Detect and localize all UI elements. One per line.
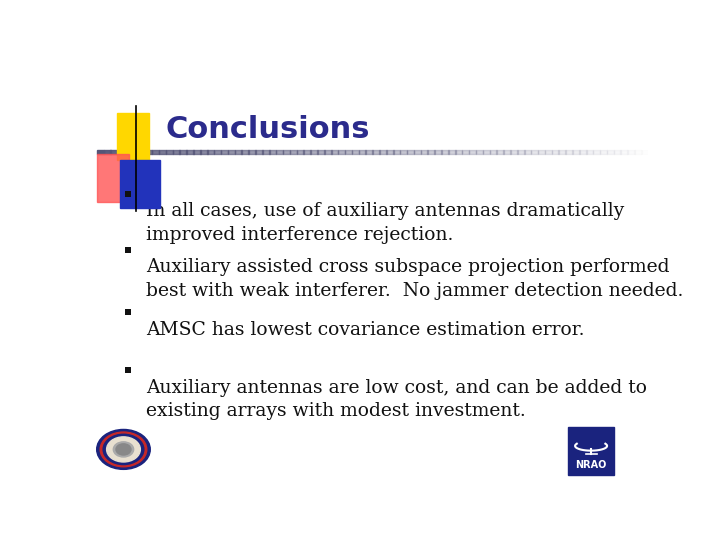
Bar xyxy=(117,113,149,160)
Circle shape xyxy=(113,442,134,457)
Text: Auxiliary antennas are low cost, and can be added to
existing arrays with modest: Auxiliary antennas are low cost, and can… xyxy=(145,379,647,420)
Bar xyxy=(621,151,628,154)
Bar xyxy=(400,151,408,154)
Bar xyxy=(104,151,111,154)
Bar xyxy=(496,151,504,154)
Bar xyxy=(448,151,456,154)
Bar xyxy=(297,151,304,154)
Bar xyxy=(248,151,256,154)
Circle shape xyxy=(103,434,144,464)
Bar xyxy=(372,151,379,154)
Bar xyxy=(303,151,311,154)
Bar xyxy=(634,151,642,154)
Bar xyxy=(110,151,118,154)
Bar xyxy=(517,151,524,154)
Bar xyxy=(510,151,518,154)
Bar xyxy=(318,151,325,154)
Text: AMSC has lowest covariance estimation error.: AMSC has lowest covariance estimation er… xyxy=(145,321,585,339)
Bar xyxy=(579,151,587,154)
Bar xyxy=(351,151,359,154)
Bar xyxy=(428,151,435,154)
Bar xyxy=(359,151,366,154)
Bar xyxy=(166,151,173,154)
Bar xyxy=(544,151,552,154)
Bar xyxy=(276,151,283,154)
Bar xyxy=(331,151,338,154)
Bar xyxy=(131,151,139,154)
Bar xyxy=(490,151,497,154)
Bar xyxy=(345,151,352,154)
Bar xyxy=(524,151,531,154)
Bar xyxy=(117,151,125,154)
Bar xyxy=(476,151,483,154)
Bar xyxy=(407,151,414,154)
Bar xyxy=(366,151,373,154)
Bar xyxy=(173,151,180,154)
Bar xyxy=(235,151,242,154)
Text: Conclusions: Conclusions xyxy=(166,114,370,144)
Bar xyxy=(538,151,545,154)
Bar xyxy=(482,151,490,154)
Bar xyxy=(207,151,215,154)
Bar xyxy=(255,151,263,154)
Bar xyxy=(158,151,166,154)
Circle shape xyxy=(107,437,140,462)
Bar xyxy=(565,151,572,154)
Text: NRAO: NRAO xyxy=(575,460,607,470)
Bar xyxy=(600,151,607,154)
Bar xyxy=(283,151,290,154)
Bar xyxy=(289,151,297,154)
Bar xyxy=(503,151,510,154)
Bar xyxy=(120,160,161,208)
Bar xyxy=(552,151,559,154)
Bar xyxy=(455,151,462,154)
Bar xyxy=(228,151,235,154)
Bar xyxy=(420,151,428,154)
Bar xyxy=(221,151,228,154)
Bar xyxy=(200,151,207,154)
Bar xyxy=(269,151,276,154)
Circle shape xyxy=(96,429,150,469)
Bar xyxy=(379,151,387,154)
Bar xyxy=(193,151,201,154)
Circle shape xyxy=(116,444,131,455)
Bar xyxy=(145,151,153,154)
Bar xyxy=(441,151,449,154)
Bar xyxy=(568,427,614,475)
Bar xyxy=(186,151,194,154)
Text: Auxiliary assisted cross subspace projection performed
best with weak interferer: Auxiliary assisted cross subspace projec… xyxy=(145,258,683,300)
Bar xyxy=(613,151,621,154)
Bar xyxy=(641,151,649,154)
Bar xyxy=(559,151,566,154)
Bar xyxy=(386,151,394,154)
Bar xyxy=(324,151,331,154)
Bar xyxy=(262,151,269,154)
Text: In all cases, use of auxiliary antennas dramatically
improved interference rejec: In all cases, use of auxiliary antennas … xyxy=(145,202,624,244)
Bar xyxy=(414,151,421,154)
Bar xyxy=(310,151,318,154)
Bar xyxy=(434,151,442,154)
Bar xyxy=(607,151,614,154)
Bar xyxy=(179,151,187,154)
Bar xyxy=(627,151,635,154)
Bar xyxy=(593,151,600,154)
Bar xyxy=(96,151,104,154)
Bar xyxy=(469,151,476,154)
Bar xyxy=(138,151,145,154)
Bar xyxy=(462,151,469,154)
Bar xyxy=(531,151,539,154)
Bar xyxy=(125,151,132,154)
Bar xyxy=(241,151,249,154)
Bar xyxy=(572,151,580,154)
Bar xyxy=(152,151,159,154)
Bar xyxy=(96,154,129,202)
Bar xyxy=(214,151,221,154)
Bar xyxy=(586,151,593,154)
Bar xyxy=(338,151,346,154)
Bar xyxy=(393,151,400,154)
Circle shape xyxy=(100,432,147,467)
